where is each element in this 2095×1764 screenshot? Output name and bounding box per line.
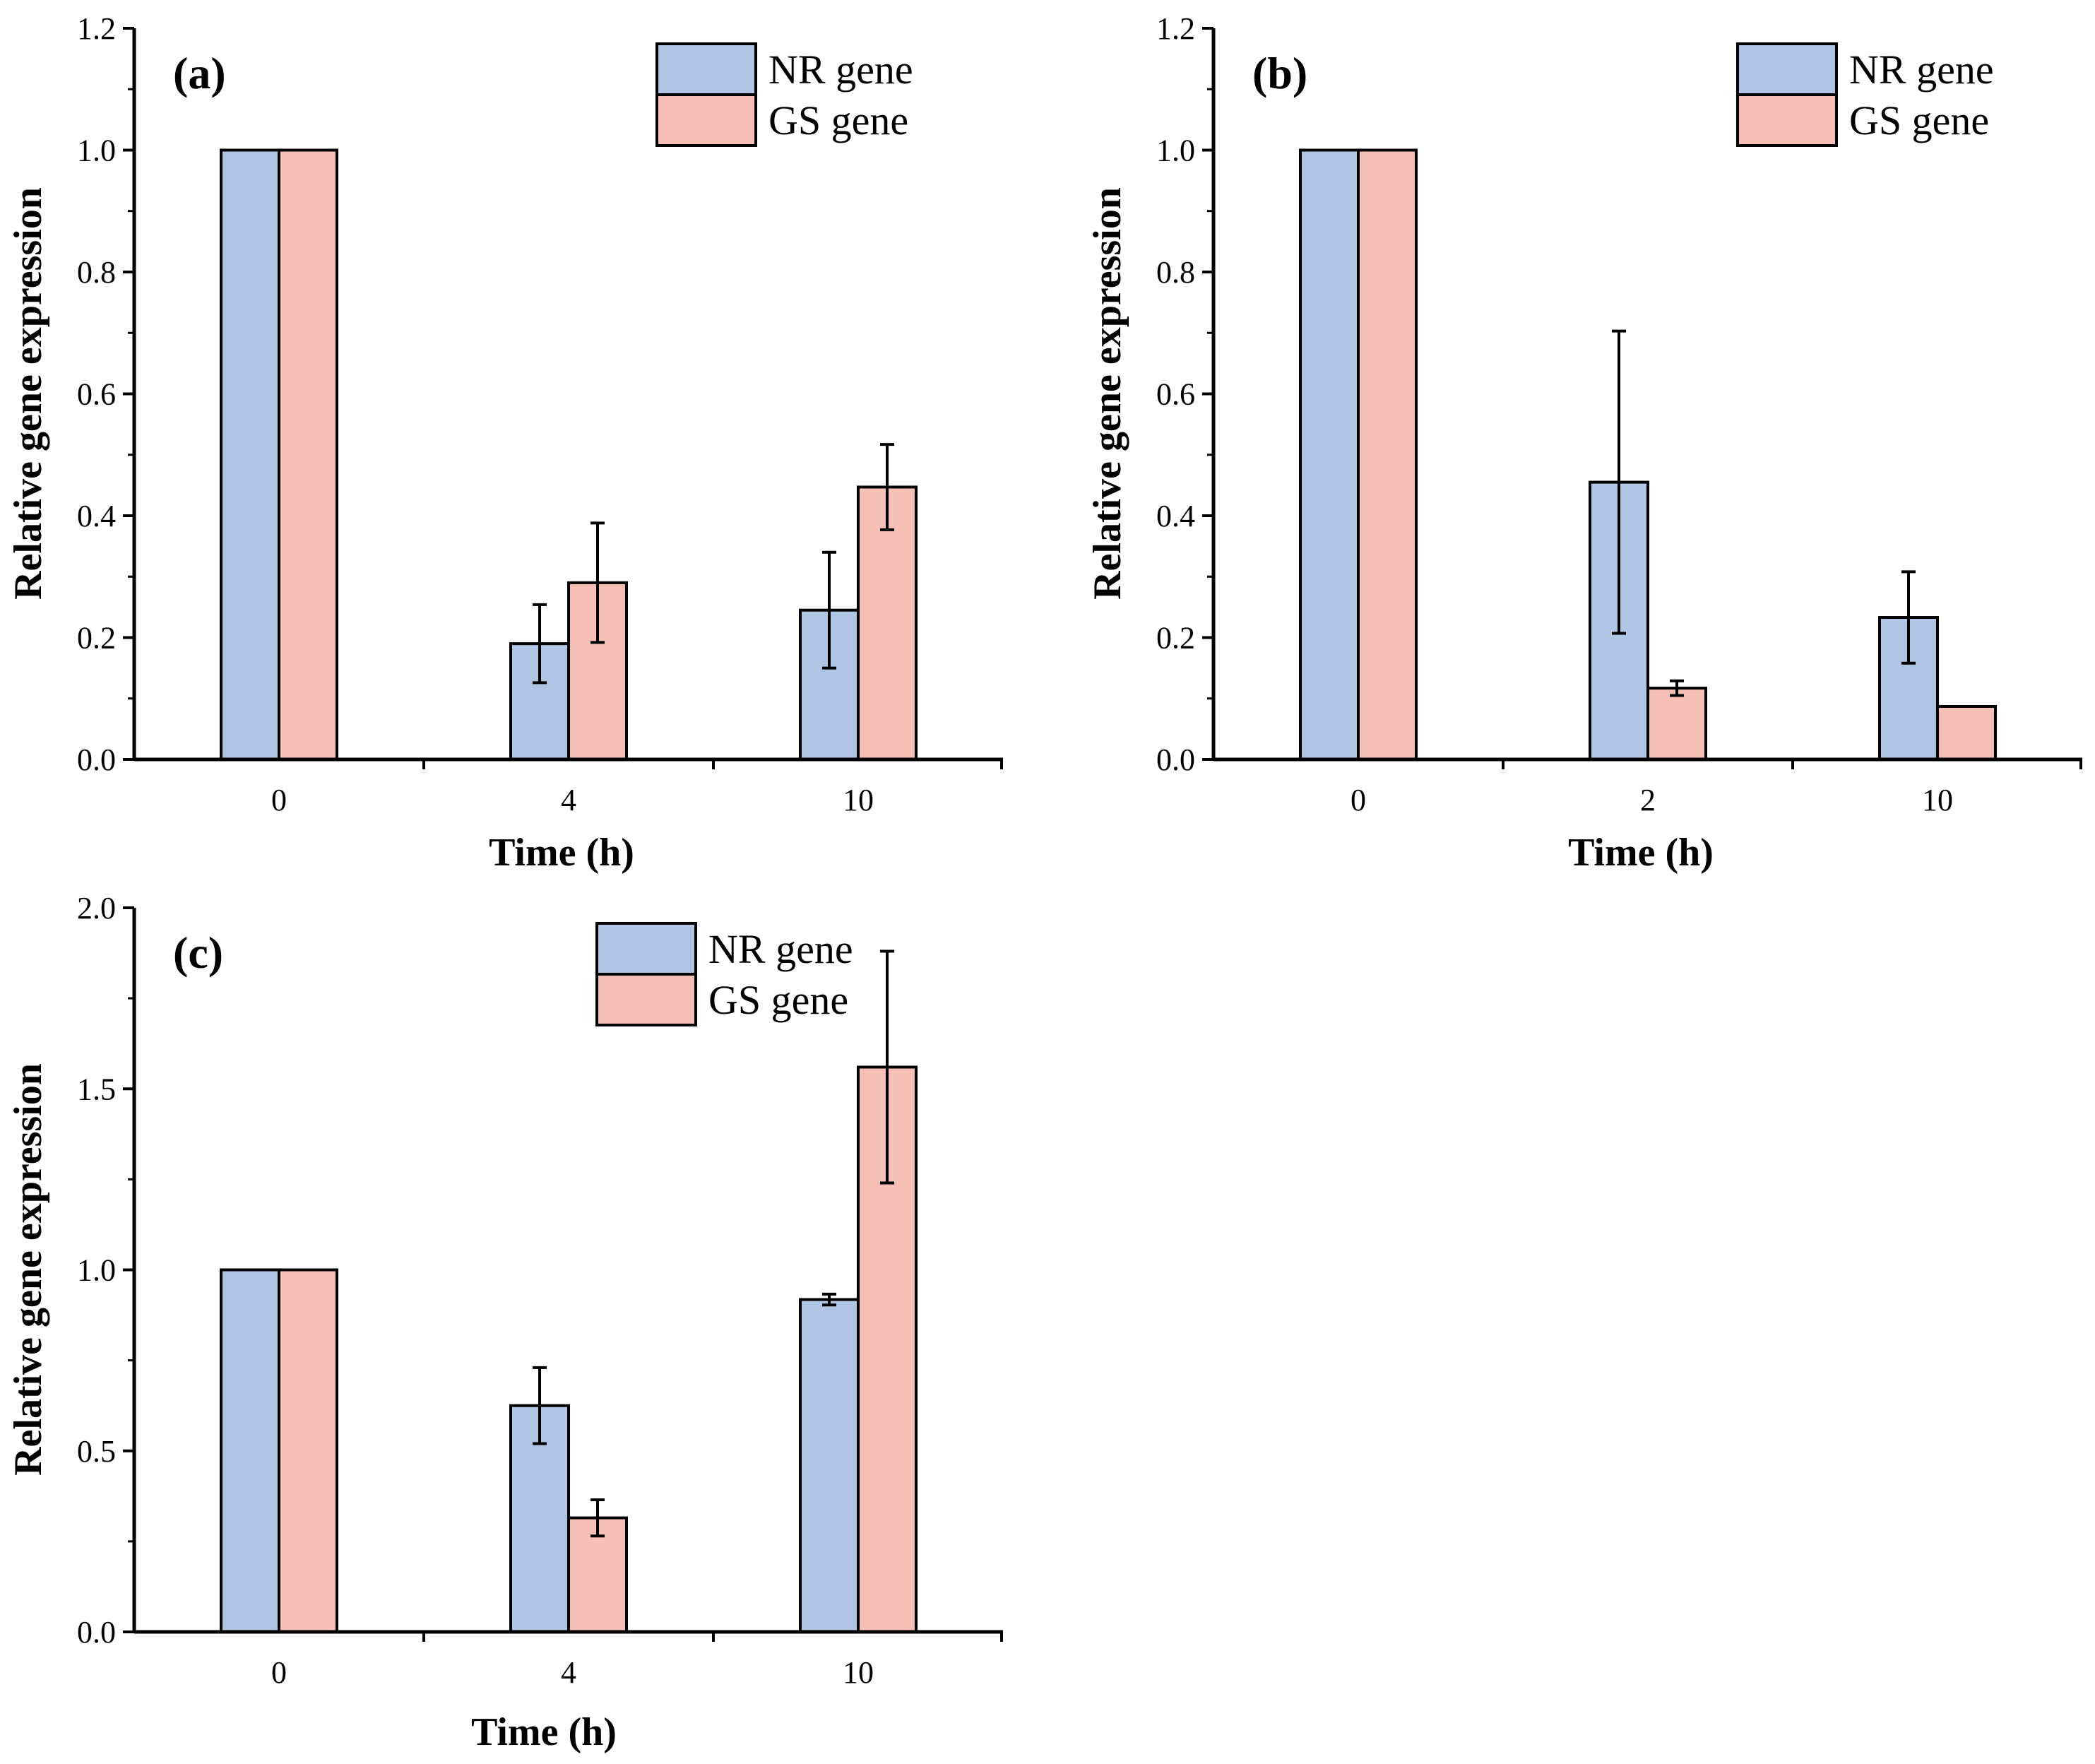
legend-swatch-gs	[655, 93, 757, 147]
y-tick-label: 0.2	[77, 621, 116, 656]
y-tick-label: 0.6	[77, 377, 116, 412]
x-tick-label: 0	[271, 783, 287, 817]
x-tick-label: 10	[1922, 783, 1953, 817]
error-bar-nr-4	[533, 603, 547, 685]
panel-label: (b)	[1252, 48, 1307, 98]
bar-nr-0	[220, 1268, 280, 1633]
legend-swatch-nr	[1736, 42, 1838, 96]
x-tick-label: 4	[561, 1655, 576, 1690]
y-tick-label: 1.2	[77, 11, 116, 46]
bar-gs-0	[278, 148, 338, 761]
y-axis-title: Relative gene expression	[6, 187, 50, 600]
error-bar-nr-10	[822, 1292, 836, 1307]
legend-label-nr: NR gene	[768, 47, 913, 93]
panel-label: (a)	[173, 48, 226, 98]
y-tick-label: 0.0	[1156, 742, 1195, 777]
y-tick-label: 0.0	[77, 742, 116, 777]
error-bar-gs-10	[880, 949, 894, 1185]
legend: NR gene GS gene	[655, 42, 913, 147]
y-tick-label: 1.2	[1156, 11, 1195, 46]
x-tick-label: 0	[271, 1655, 287, 1690]
bar-nr-0	[1299, 148, 1360, 761]
x-tick-label: 10	[843, 1655, 874, 1690]
x-tick-label: 10	[843, 783, 874, 817]
x-axis-title: Time (h)	[471, 1710, 617, 1754]
y-axis-title: Relative gene expression	[1086, 187, 1129, 600]
legend: NR gene GS gene	[1736, 42, 1994, 147]
y-tick-label: 0.5	[77, 1434, 116, 1469]
y-tick-label: 0.8	[1156, 255, 1195, 290]
error-bar-nr-10	[822, 550, 836, 670]
y-tick-label: 1.0	[77, 1253, 116, 1288]
error-bar-gs-4	[590, 1498, 605, 1538]
x-axis-title: Time (h)	[489, 831, 634, 875]
y-tick-label: 0.4	[1156, 499, 1195, 533]
y-tick-label: 0.2	[1156, 621, 1195, 656]
error-bar-nr-10	[1901, 570, 1916, 665]
legend-label-nr: NR gene	[1849, 47, 1994, 93]
bar-nr-0	[220, 148, 280, 761]
y-tick-label: 2.0	[77, 891, 116, 925]
y-tick-label: 1.5	[77, 1072, 116, 1106]
legend-swatch-nr	[595, 922, 697, 976]
y-axis-title: Relative gene expression	[6, 1063, 50, 1476]
error-bar-nr-2	[1612, 329, 1626, 635]
y-tick-label: 1.0	[77, 134, 116, 168]
y-tick-label: 0.8	[77, 255, 116, 290]
x-axis-title: Time (h)	[1568, 831, 1714, 875]
y-tick-label: 0.6	[1156, 377, 1195, 412]
legend-label-gs: GS gene	[708, 977, 848, 1023]
legend-label-nr: NR gene	[708, 926, 853, 972]
error-bar-gs-10	[880, 443, 894, 531]
error-bar-nr-4	[533, 1366, 547, 1445]
error-bar-gs-2	[1670, 679, 1684, 697]
legend-swatch-gs	[595, 973, 697, 1026]
bar-nr-10	[799, 1298, 860, 1634]
legend-swatch-gs	[1736, 93, 1838, 147]
y-tick-label: 0.4	[77, 499, 116, 533]
legend: NR gene GS gene	[595, 922, 853, 1026]
panel-label: (c)	[173, 928, 223, 978]
x-tick-label: 0	[1351, 783, 1366, 817]
legend-label-gs: GS gene	[1849, 97, 1989, 143]
legend-swatch-nr	[655, 42, 757, 96]
bar-gs-0	[278, 1268, 338, 1633]
error-bar-gs-4	[590, 521, 605, 644]
legend-label-gs: GS gene	[768, 97, 908, 143]
y-tick-label: 1.0	[1156, 134, 1195, 168]
x-tick-label: 2	[1640, 783, 1656, 817]
x-tick-label: 4	[561, 783, 576, 817]
y-tick-label: 0.0	[77, 1615, 116, 1650]
bar-gs-0	[1357, 148, 1418, 761]
